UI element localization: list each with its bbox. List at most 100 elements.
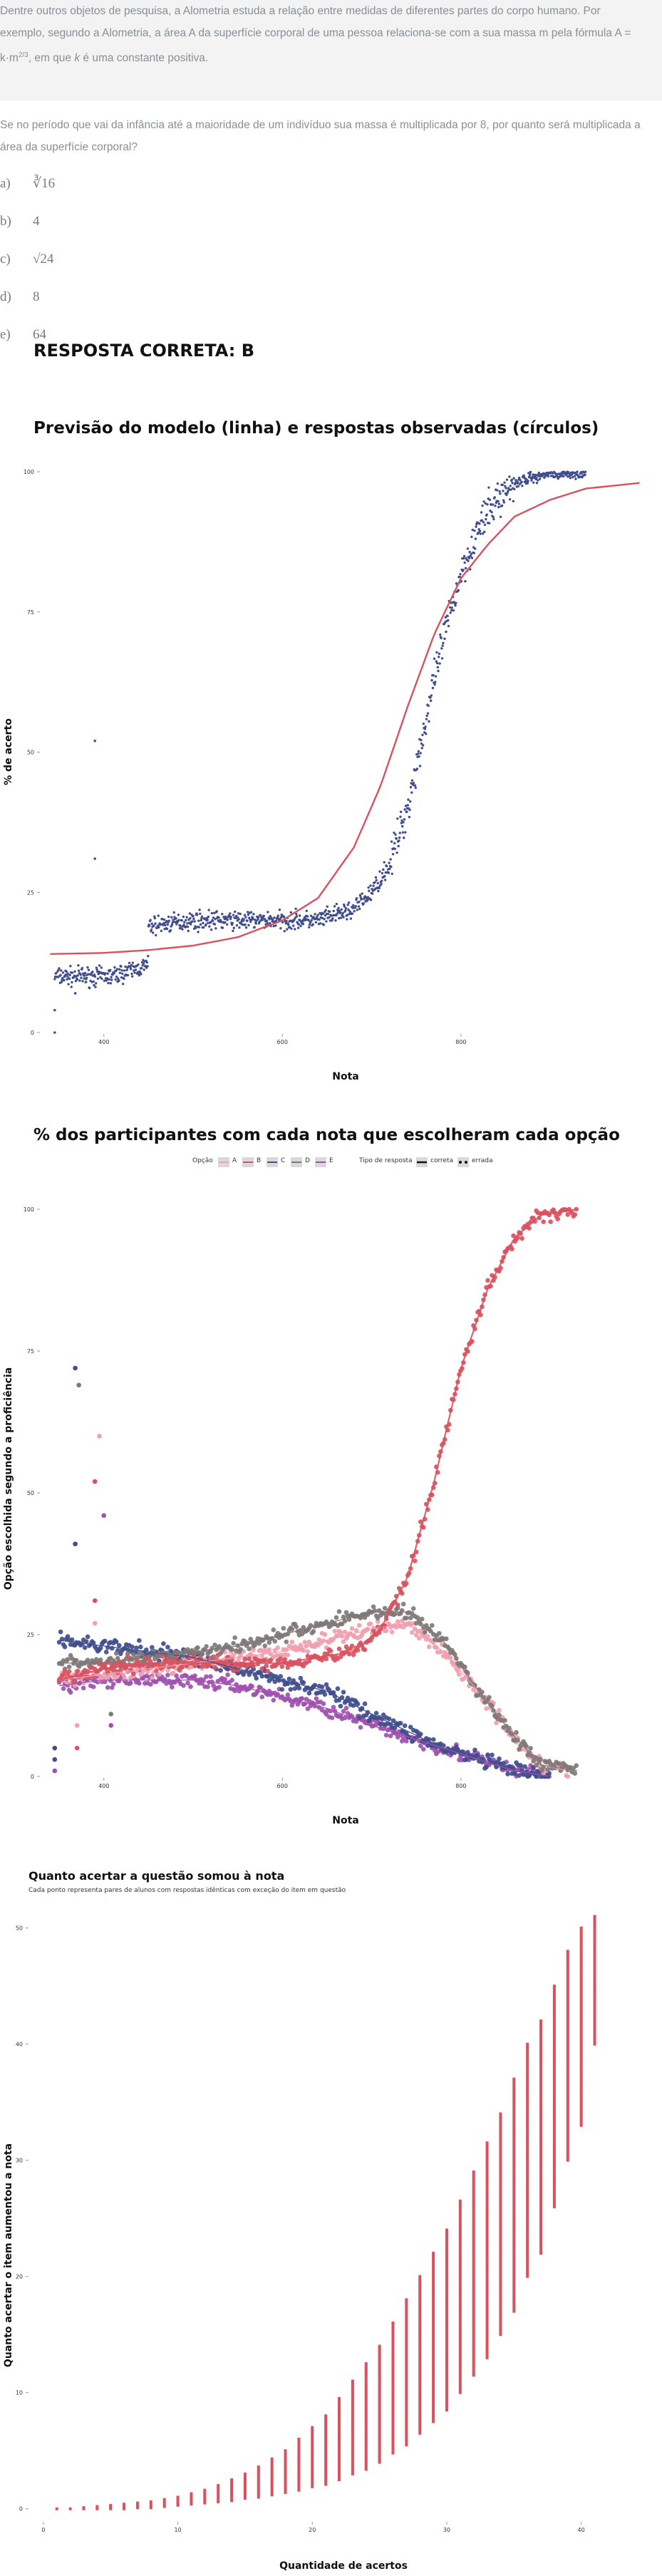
chart3-point	[593, 1933, 596, 1937]
chart3-point	[566, 1956, 569, 1960]
chart2-point-c	[322, 1692, 328, 1697]
chart3-point	[311, 2469, 314, 2473]
chart1-observed-point	[462, 557, 465, 560]
chart2-point-a	[251, 1647, 256, 1652]
chart2-point-b	[120, 1661, 126, 1667]
chart2-point-d	[301, 1625, 306, 1630]
chart3-point	[432, 2258, 435, 2262]
chart3-point	[391, 2372, 395, 2376]
chart3-point	[539, 2101, 543, 2104]
chart3-point	[579, 1970, 583, 1974]
chart3-point	[378, 2407, 381, 2411]
chart1-observed-point	[369, 884, 372, 887]
chart3-point	[418, 2346, 422, 2349]
chart3-point	[485, 2303, 489, 2307]
chart1-observed-point	[407, 798, 410, 801]
chart2-point-d	[502, 1718, 507, 1723]
chart3-point	[405, 2330, 408, 2334]
chart3-point	[512, 2142, 516, 2146]
chart1-observed-point	[200, 915, 204, 918]
chart3-point	[539, 2112, 543, 2116]
option-d-label: d)	[0, 289, 11, 304]
chart3-point	[593, 1972, 596, 1976]
chart3-point	[405, 2395, 408, 2399]
chart2-point-d	[65, 1657, 71, 1662]
chart1-observed-point	[179, 924, 182, 927]
chart3-point	[458, 2329, 462, 2332]
chart1-observed-point	[385, 864, 388, 868]
chart3-point	[458, 2338, 462, 2342]
chart3-point	[499, 2212, 502, 2215]
chart1-observed-point	[415, 767, 419, 770]
chart1-observed-point	[177, 919, 180, 921]
chart3-point	[485, 2333, 489, 2337]
chart3-point	[95, 2505, 99, 2508]
chart1-observed-point	[425, 714, 428, 718]
chart3-point	[566, 2019, 569, 2023]
chart3-point	[539, 2031, 543, 2034]
chart3-point	[485, 2155, 489, 2158]
chart1-observed-point	[359, 896, 362, 899]
chart3-point	[458, 2225, 462, 2228]
chart1-observed-point	[418, 765, 422, 767]
chart1-observed-point	[371, 887, 373, 891]
chart1-observed-point	[338, 909, 341, 912]
chart3-point	[566, 2103, 569, 2106]
chart3-point	[472, 2265, 475, 2268]
chart2-point-c	[56, 1640, 62, 1645]
chart3-point	[485, 2208, 489, 2212]
chart3-point	[378, 2398, 381, 2401]
chart3-point	[593, 1956, 596, 1960]
chart1-observed-point	[58, 967, 61, 970]
chart1-observed-point	[355, 896, 358, 900]
chart2-point-d	[422, 1630, 428, 1635]
chart3-point	[579, 1935, 583, 1939]
chart1-observed-point	[140, 973, 143, 976]
chart3-point	[499, 2275, 502, 2278]
chart3-point	[579, 2114, 583, 2118]
chart2-point-b	[265, 1668, 271, 1674]
chart3-point	[445, 2369, 448, 2373]
legend-option-b: B	[257, 1157, 262, 1164]
chart3-point	[552, 2170, 556, 2173]
chart3-point	[68, 2507, 72, 2510]
chart1-observed-point	[92, 980, 95, 983]
chart3-point	[499, 2300, 502, 2304]
chart3-point	[324, 2441, 328, 2445]
chart2-point-d	[73, 1657, 79, 1663]
chart2-point-d	[400, 1601, 406, 1607]
chart3-point	[499, 2265, 502, 2269]
chart3-point	[539, 2247, 543, 2250]
chart2-point-c	[278, 1674, 284, 1679]
chart1-observed-point	[172, 919, 175, 921]
chart3-point	[364, 2433, 368, 2436]
chart1-observed-point	[471, 528, 474, 532]
chart1-observed-point	[170, 923, 174, 926]
chart3-point	[512, 2182, 516, 2186]
chart3-point	[378, 2370, 381, 2374]
chart2-point-c	[113, 1639, 119, 1645]
chart2-point-e	[225, 1672, 230, 1677]
chart2-point-c	[52, 1757, 58, 1762]
chart1-observed-point	[258, 920, 261, 924]
chart1-observed-point	[535, 477, 538, 480]
chart1-observed-point	[339, 916, 343, 919]
chart2-point-c	[58, 1629, 63, 1635]
chart3-point	[284, 2463, 287, 2466]
chart3-point	[472, 2295, 475, 2299]
chart3-point	[270, 2469, 274, 2473]
chart3-point	[432, 2339, 435, 2343]
chart3-point	[351, 2446, 354, 2450]
chart3-point	[472, 2214, 475, 2218]
chart1-observed-point	[109, 982, 113, 985]
chart1-observed-point	[573, 475, 576, 477]
chart3-point	[579, 1968, 583, 1972]
chart2-point-e	[388, 1733, 393, 1739]
chart3-point	[284, 2451, 287, 2455]
chart3-point	[566, 1961, 569, 1965]
chart3-point	[418, 2355, 422, 2359]
chart3-point	[512, 2203, 516, 2206]
chart3-point	[445, 2302, 448, 2306]
chart3-point	[351, 2379, 354, 2383]
chart3-point	[499, 2112, 502, 2116]
